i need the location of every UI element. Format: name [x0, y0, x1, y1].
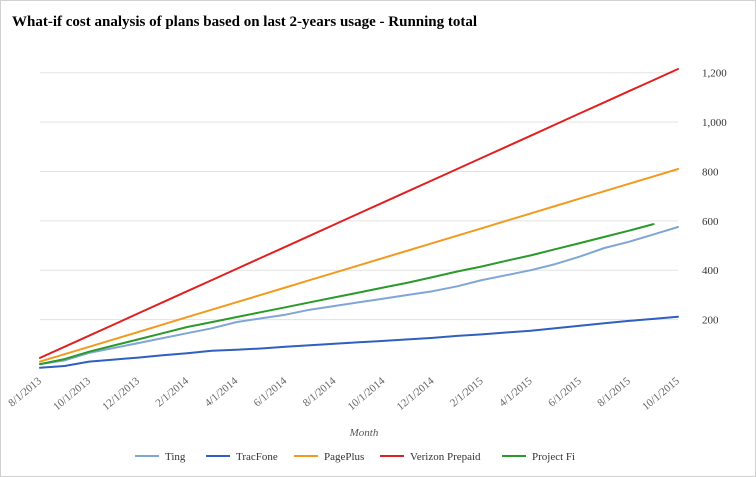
series-line-project-fi: [39, 223, 655, 366]
legend: Ting TracFone PagePlus Verizon Prepaid Proje…: [135, 451, 575, 463]
x-tick-label: 12/1/2014: [395, 375, 437, 413]
x-tick-label: 12/1/2013: [100, 375, 142, 413]
series-line-verizon-prepaid: [39, 68, 679, 359]
legend-label: Project Fi: [532, 451, 575, 463]
x-tick-label: 2/1/2014: [153, 375, 191, 410]
legend-label: Verizon Prepaid: [410, 451, 481, 463]
x-tick-label: 10/1/2014: [346, 375, 388, 413]
x-tick-label: 8/1/2015: [595, 375, 633, 410]
y-axis-ticks: 200 400 600 800 1,000 1,200: [702, 68, 727, 327]
y-tick-label: 400: [702, 265, 719, 277]
legend-label: PagePlus: [324, 451, 364, 463]
x-tick-label: 8/1/2014: [301, 375, 339, 410]
x-tick-label: 10/1/2013: [51, 375, 93, 413]
series-line-pageplus: [39, 168, 679, 363]
legend-label: Ting: [165, 451, 186, 463]
x-tick-label: 10/1/2015: [640, 375, 682, 413]
x-tick-label: 2/1/2015: [448, 375, 486, 410]
x-tick-label: 8/1/2013: [6, 375, 44, 410]
x-tick-label: 4/1/2015: [497, 375, 535, 410]
legend-label: TracFone: [236, 451, 278, 463]
y-tick-label: 600: [702, 216, 719, 228]
chart-title: What-if cost analysis of plans based on …: [12, 14, 478, 30]
y-tick-label: 800: [702, 166, 719, 178]
series-line-tracfone: [39, 315, 679, 369]
series-lines: [39, 68, 679, 369]
x-axis-ticks: 8/1/2013 10/1/2013 12/1/2013 2/1/2014 4/1/20…: [6, 375, 682, 413]
x-tick-label: 6/1/2015: [546, 375, 584, 410]
grid-lines: [40, 72, 678, 321]
y-tick-label: 1,000: [702, 117, 727, 129]
series-line-ting: [39, 226, 679, 366]
x-tick-label: 4/1/2014: [203, 375, 241, 410]
y-tick-label: 1,200: [702, 68, 727, 80]
y-tick-label: 200: [702, 315, 719, 327]
x-axis-title: Month: [349, 427, 379, 439]
x-tick-label: 6/1/2014: [252, 375, 290, 410]
